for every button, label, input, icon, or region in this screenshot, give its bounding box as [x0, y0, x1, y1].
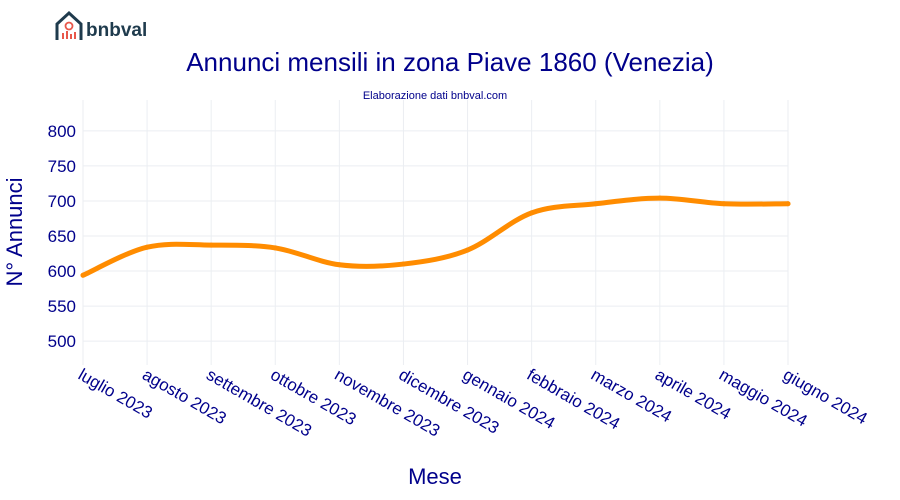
- data-point: [208, 242, 214, 248]
- data-point: [80, 272, 86, 278]
- logo: bnbval: [55, 10, 147, 41]
- chart-subtitle: Elaborazione dati bnbval.com: [363, 90, 507, 102]
- data-point: [144, 244, 150, 250]
- data-point: [272, 245, 278, 251]
- data-point: [400, 261, 406, 267]
- y-axis-label: N° Annunci: [2, 177, 27, 286]
- grid: [82, 100, 789, 365]
- data-point: [336, 262, 342, 268]
- y-tick-label: 650: [48, 227, 76, 246]
- y-tick-label: 550: [48, 297, 76, 316]
- series-line: [80, 195, 791, 278]
- data-point: [657, 195, 663, 201]
- data-point: [721, 201, 727, 207]
- data-point: [593, 201, 599, 207]
- y-tick-label: 600: [48, 262, 76, 281]
- data-point: [785, 201, 791, 207]
- logo-text: bnbval: [86, 20, 147, 41]
- x-axis-label: Mese: [408, 464, 462, 489]
- data-point: [465, 247, 471, 253]
- house-logo-icon: [55, 10, 83, 40]
- y-tick-label: 500: [48, 332, 76, 351]
- y-axis-ticks: 500 550 600 650 700 750 800: [48, 122, 76, 351]
- y-tick-label: 800: [48, 122, 76, 141]
- y-tick-label: 750: [48, 157, 76, 176]
- chart-title: Annunci mensili in zona Piave 1860 (Vene…: [186, 47, 714, 77]
- data-points: [80, 195, 791, 278]
- data-point: [529, 210, 535, 216]
- y-tick-label: 700: [48, 192, 76, 211]
